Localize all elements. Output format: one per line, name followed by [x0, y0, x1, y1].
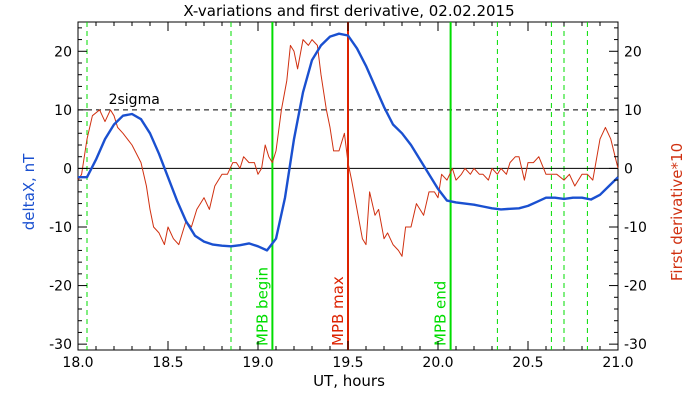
x-tick-label-0: 18.0 [62, 355, 93, 371]
chart-title: X-variations and first derivative, 02.02… [183, 2, 514, 20]
y-tick-label-left-4: -20 [49, 279, 72, 295]
y-tick-label-left-3: -10 [49, 220, 72, 236]
x-tick-label-1: 18.5 [152, 355, 183, 371]
threshold-label: 2sigma [109, 92, 160, 108]
y-tick-label-right-3: -10 [624, 220, 647, 236]
y-axis-label-left: deltaX, nT [20, 153, 38, 230]
marker-label-2: MPB end [432, 281, 450, 346]
x-tick-label-4: 20.0 [422, 355, 453, 371]
series-line-deltaX [78, 32, 619, 252]
y-axis-label-right: First derivative*10 [668, 143, 686, 281]
y-tick-label-left-1: 10 [54, 103, 72, 119]
y-tick-label-right-0: 20 [624, 44, 642, 60]
y-tick-label-right-5: -30 [624, 337, 647, 353]
x-tick-label-6: 21.0 [602, 355, 633, 371]
x-tick-label-5: 20.5 [512, 355, 543, 371]
x-tick-label-3: 19.5 [332, 355, 363, 371]
y-tick-label-left-0: 20 [54, 44, 72, 60]
series-line-derivative [77, 39, 619, 257]
y-tick-label-right-2: 0 [624, 161, 633, 177]
plot-content: 2sigma MPB begin MPB max MPB end 18.0 18.5 19.… [49, 21, 647, 371]
y-tick-label-right-4: -20 [624, 279, 647, 295]
x-tick-label-2: 19.0 [242, 355, 273, 371]
y-tick-label-left-2: 0 [63, 161, 72, 177]
x-axis-label: UT, hours [313, 372, 385, 390]
marker-label-1: MPB max [329, 276, 347, 346]
y-tick-label-right-1: 10 [624, 103, 642, 119]
marker-label-0: MPB begin [253, 267, 271, 346]
y-tick-label-left-5: -30 [49, 337, 72, 353]
